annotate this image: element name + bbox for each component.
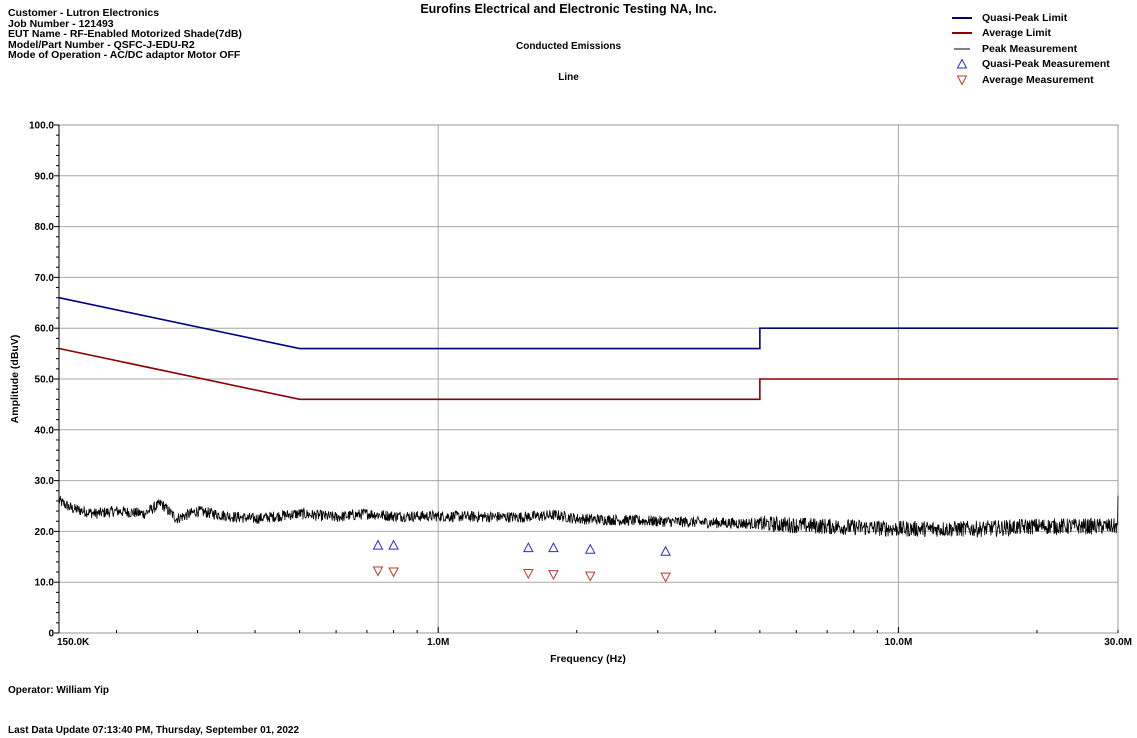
average-marker bbox=[548, 570, 559, 581]
y-tick-label: 40.0 bbox=[35, 425, 55, 436]
triangle-down-icon bbox=[956, 75, 968, 86]
average-marker bbox=[660, 572, 671, 583]
y-axis-title: Amplitude (dBuV) bbox=[9, 335, 21, 424]
info-job-number: Job Number - 121493 bbox=[8, 17, 114, 30]
x-axis-title: Frequency (Hz) bbox=[550, 653, 626, 665]
operator-label: Operator: William Yip bbox=[8, 685, 110, 696]
x-tick-label: 150.0K bbox=[57, 637, 90, 648]
y-tick-label: 50.0 bbox=[35, 375, 55, 386]
average-marker bbox=[523, 569, 534, 580]
info-mode: Mode of Operation - AC/DC adaptor Motor … bbox=[8, 49, 241, 61]
legend-item-quasi-peak-limit: Quasi-Peak Limit bbox=[952, 10, 1110, 26]
test-name: Conducted Emissions bbox=[515, 41, 621, 52]
legend-label-average-measurement: Average Measurement bbox=[982, 73, 1094, 86]
legend-line-blue-icon bbox=[952, 16, 972, 19]
x-tick-label: 10.0M bbox=[885, 637, 913, 648]
legend-item-quasi-peak-measurement: Quasi-Peak Measurement bbox=[952, 57, 1110, 73]
chart-legend: Quasi-Peak Limit Average Limit Peak Meas… bbox=[952, 10, 1110, 88]
quasi-peak-marker bbox=[388, 539, 399, 550]
legend-item-peak-measurement: Peak Measurement bbox=[952, 41, 1110, 57]
legend-label-average-limit: Average Limit bbox=[982, 27, 1052, 40]
legend-label-quasi-peak-measurement: Quasi-Peak Measurement bbox=[982, 58, 1110, 71]
y-tick-label: 10.0 bbox=[35, 578, 55, 589]
info-eut-name: EUT Name - RF-Enabled Motorized Shade(7d… bbox=[8, 28, 242, 40]
y-tick-label: 0 bbox=[48, 629, 54, 640]
test-info-block: Customer - Lutron Electronics Job Number… bbox=[8, 8, 242, 61]
company-title: Eurofins Electrical and Electronic Testi… bbox=[420, 2, 717, 16]
average-marker bbox=[388, 567, 399, 578]
line-label: Line bbox=[558, 72, 579, 83]
y-tick-label: 90.0 bbox=[35, 171, 55, 182]
series-average-limit-line bbox=[58, 347, 1118, 401]
legend-item-average-measurement: Average Measurement bbox=[952, 72, 1110, 88]
quasi-peak-marker bbox=[548, 542, 559, 553]
info-model-part: Model/Part Number - QSFC-J-EDU-R2 bbox=[8, 38, 195, 51]
series-layer bbox=[58, 296, 1119, 538]
legend-line-red-icon bbox=[952, 32, 972, 35]
series-peak-measurement-line bbox=[58, 495, 1119, 538]
emissions-chart: 0 10.0 20.0 30.0 40.0 50.0 60.0 70.0 80.0 90.0 100… bbox=[9, 121, 1132, 666]
y-tick-label: 100.0 bbox=[29, 121, 54, 132]
axis-ticks: 0 10.0 20.0 30.0 40.0 50.0 60.0 70.0 80.0 90.0 100… bbox=[29, 121, 1132, 649]
marker-layer bbox=[372, 539, 671, 583]
quasi-peak-marker bbox=[372, 539, 384, 550]
average-marker bbox=[584, 571, 596, 582]
y-tick-label: 30.0 bbox=[35, 476, 55, 487]
info-customer: Customer - Lutron Electronics bbox=[8, 7, 160, 19]
quasi-peak-marker bbox=[660, 545, 671, 556]
last-update-label: Last Data Update 07:13:40 PM, Thursday, … bbox=[8, 725, 300, 736]
x-tick-label: 1.0M bbox=[427, 637, 449, 648]
quasi-peak-marker bbox=[523, 542, 534, 553]
y-tick-label: 80.0 bbox=[35, 222, 55, 233]
average-marker bbox=[372, 566, 384, 577]
y-tick-label: 70.0 bbox=[35, 273, 55, 284]
y-tick-label: 20.0 bbox=[35, 527, 55, 538]
y-tick-label: 60.0 bbox=[35, 324, 55, 335]
x-tick-label: 30.0M bbox=[1104, 637, 1132, 648]
legend-item-average-limit: Average Limit bbox=[952, 26, 1110, 42]
legend-line-black-icon bbox=[954, 48, 970, 50]
legend-label-quasi-peak-limit: Quasi-Peak Limit bbox=[982, 11, 1068, 24]
triangle-up-icon bbox=[956, 58, 968, 69]
quasi-peak-marker bbox=[584, 543, 596, 554]
legend-label-peak-measurement: Peak Measurement bbox=[982, 42, 1078, 55]
series-quasi-peak-limit-line bbox=[58, 296, 1118, 350]
